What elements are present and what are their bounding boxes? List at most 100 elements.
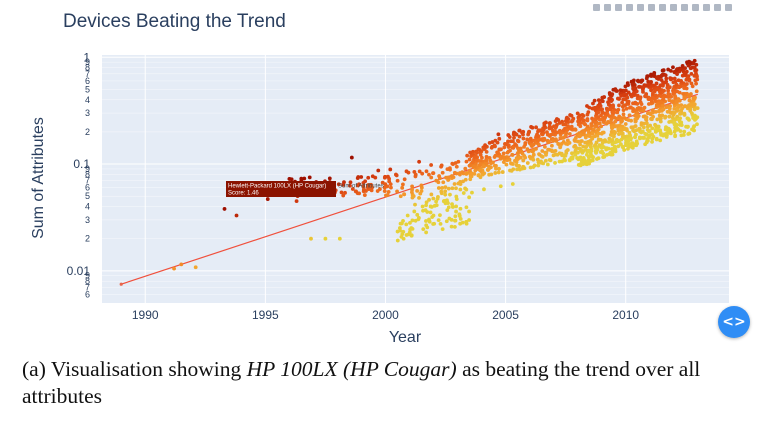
autoscale-icon[interactable] bbox=[670, 4, 677, 11]
data-point bbox=[660, 113, 665, 118]
data-point bbox=[446, 175, 451, 180]
data-point bbox=[610, 142, 615, 147]
data-point bbox=[348, 183, 352, 188]
data-point bbox=[376, 168, 381, 173]
data-point bbox=[480, 155, 484, 160]
data-point bbox=[511, 132, 516, 137]
data-point bbox=[665, 126, 670, 131]
data-point bbox=[592, 106, 597, 111]
data-point bbox=[545, 162, 550, 167]
zoom-out-icon[interactable] bbox=[659, 4, 666, 11]
data-point bbox=[421, 227, 426, 231]
data-point bbox=[621, 112, 626, 117]
data-point bbox=[637, 84, 641, 89]
data-point bbox=[635, 141, 640, 146]
data-point bbox=[613, 119, 618, 124]
data-point bbox=[613, 140, 618, 145]
data-point bbox=[653, 93, 658, 98]
y-minor-tick-label: 4 bbox=[85, 202, 90, 212]
data-point bbox=[649, 72, 653, 77]
data-point bbox=[564, 141, 568, 146]
data-point bbox=[610, 125, 614, 129]
data-point bbox=[547, 147, 552, 152]
data-point bbox=[648, 133, 652, 138]
data-point bbox=[686, 132, 691, 136]
data-point bbox=[601, 110, 605, 115]
y-minor-tick-label: 9 bbox=[85, 271, 90, 281]
plot-toolbar[interactable] bbox=[593, 4, 732, 11]
data-point bbox=[606, 100, 610, 104]
data-point bbox=[614, 88, 618, 93]
data-point bbox=[600, 140, 605, 145]
data-point bbox=[501, 151, 506, 156]
data-point bbox=[589, 123, 594, 128]
data-point bbox=[542, 123, 547, 128]
camera-icon[interactable] bbox=[593, 4, 600, 11]
spike-lines-icon[interactable] bbox=[692, 4, 699, 11]
data-point bbox=[410, 226, 415, 231]
data-point bbox=[588, 144, 593, 149]
data-point bbox=[623, 122, 628, 126]
data-point bbox=[625, 100, 630, 105]
data-point bbox=[569, 119, 574, 124]
data-point bbox=[622, 148, 627, 152]
lasso-icon[interactable] bbox=[637, 4, 644, 11]
y-minor-tick-label: 6 bbox=[85, 183, 90, 193]
data-point bbox=[577, 134, 582, 139]
data-point bbox=[529, 149, 534, 153]
data-point bbox=[609, 99, 614, 104]
data-point bbox=[639, 102, 644, 107]
data-point bbox=[694, 62, 699, 67]
data-point bbox=[683, 66, 687, 71]
data-point bbox=[644, 117, 648, 122]
data-point bbox=[441, 180, 446, 185]
data-point bbox=[478, 159, 483, 163]
plotly-logo-icon[interactable] bbox=[725, 4, 732, 11]
data-point bbox=[417, 159, 422, 164]
data-point bbox=[565, 115, 569, 120]
data-point bbox=[691, 61, 696, 66]
y-tick-label: 0.01 bbox=[67, 264, 91, 278]
home-icon[interactable] bbox=[681, 4, 688, 11]
data-point bbox=[668, 77, 673, 82]
pan-icon[interactable] bbox=[615, 4, 622, 11]
caption-device: HP 100LX (HP Cougar) bbox=[246, 357, 457, 381]
data-point bbox=[618, 88, 623, 93]
data-point bbox=[500, 170, 505, 174]
data-point bbox=[682, 129, 687, 134]
data-point bbox=[327, 176, 332, 181]
data-point bbox=[610, 138, 615, 142]
hover-compare-icon[interactable] bbox=[714, 4, 721, 11]
data-point bbox=[429, 205, 434, 209]
data-point bbox=[468, 150, 473, 155]
x-tick-label: 2010 bbox=[612, 308, 639, 322]
data-point bbox=[450, 186, 455, 191]
code-nav-button[interactable]: <> bbox=[718, 306, 750, 338]
data-point bbox=[637, 126, 642, 131]
data-point bbox=[589, 149, 594, 153]
data-point bbox=[625, 81, 630, 86]
chart-title: Devices Beating the Trend bbox=[63, 11, 286, 32]
data-point bbox=[424, 223, 429, 228]
data-point bbox=[664, 105, 669, 110]
zoom-icon[interactable] bbox=[604, 4, 611, 11]
zoom-in-icon[interactable] bbox=[648, 4, 655, 11]
data-point bbox=[554, 122, 559, 127]
data-point bbox=[440, 227, 445, 232]
data-point bbox=[641, 85, 646, 90]
data-point bbox=[690, 84, 695, 89]
data-point bbox=[401, 218, 405, 223]
data-point bbox=[613, 147, 618, 151]
data-point bbox=[412, 209, 417, 214]
data-point bbox=[651, 134, 656, 139]
data-point bbox=[616, 144, 621, 149]
box-select-icon[interactable] bbox=[626, 4, 633, 11]
data-point bbox=[458, 182, 463, 187]
data-point bbox=[555, 152, 560, 157]
hover-closest-icon[interactable] bbox=[703, 4, 710, 11]
data-point bbox=[630, 82, 635, 87]
figure-caption: (a) Visualisation showing HP 100LX (HP C… bbox=[22, 356, 767, 410]
data-point bbox=[599, 117, 604, 122]
data-point bbox=[357, 191, 362, 196]
data-point bbox=[454, 164, 459, 169]
